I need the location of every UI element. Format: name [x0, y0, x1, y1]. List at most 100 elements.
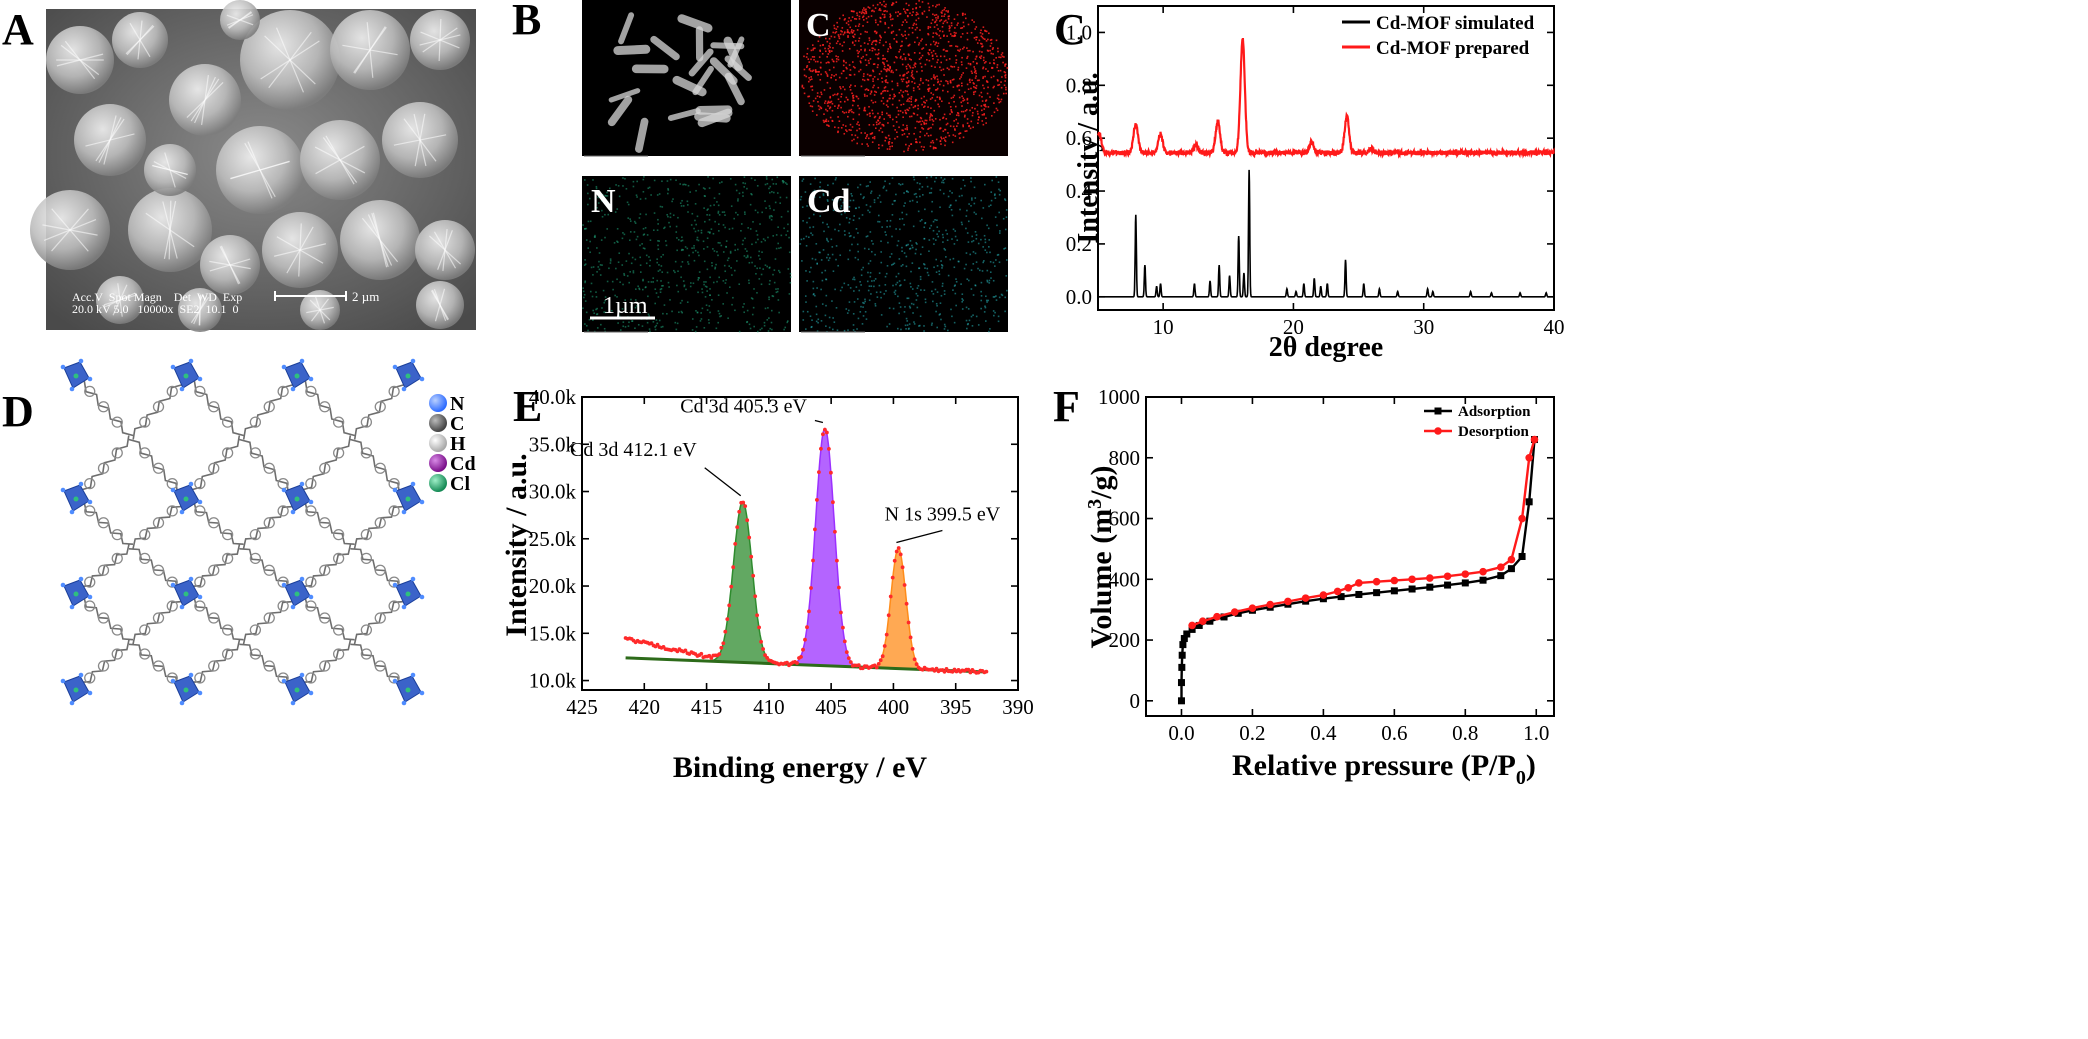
eds-pixel [898, 302, 901, 304]
eds-pixel [819, 181, 822, 184]
eds-pixel [760, 283, 763, 286]
eds-pixel [940, 80, 942, 83]
eds-pixel [802, 310, 805, 313]
eds-pixel [857, 40, 860, 42]
eds-pixel [934, 20, 937, 23]
eds-pixel [848, 232, 851, 234]
eds-pixel [983, 113, 985, 116]
raw-data-point [743, 504, 748, 508]
raw-data-point [759, 639, 763, 644]
eds-pixel [998, 101, 1001, 104]
eds-pixel [933, 109, 936, 112]
eds-pixel [743, 186, 746, 188]
eds-pixel [998, 211, 1000, 214]
eds-pixel [914, 105, 917, 107]
eds-pixel [868, 124, 871, 126]
eds-pixel [854, 33, 856, 36]
eds-pixel [629, 239, 631, 242]
eds-pixel [812, 280, 815, 283]
eds-pixel [955, 59, 958, 61]
eds-pixel [583, 293, 586, 296]
eds-pixel [837, 92, 839, 95]
eds-pixel [736, 260, 738, 262]
eds-pixel [890, 18, 892, 21]
eds-pixel [1006, 67, 1009, 69]
eds-pixel [837, 229, 840, 232]
eds-pixel [877, 214, 880, 217]
eds-pixel [693, 259, 696, 262]
eds-pixel [596, 271, 598, 273]
sem-flake-edge [103, 115, 117, 165]
raw-data-point [737, 509, 742, 514]
phenyl-ring [263, 612, 275, 624]
eds-pixel [937, 28, 939, 30]
eds-pixel [919, 6, 921, 8]
phenyl-ring [388, 385, 400, 398]
eds-pixel [895, 228, 897, 230]
eds-pixel [969, 109, 971, 112]
eds-pixel [827, 253, 830, 256]
eds-pixel [905, 317, 908, 320]
eds-pixel [685, 183, 687, 186]
eds-pixel [854, 256, 857, 259]
eds-pixel [826, 124, 828, 126]
eds-pixel [995, 107, 998, 110]
eds-pixel [895, 11, 897, 14]
eds-pixel [604, 236, 606, 239]
eds-pixel [972, 60, 975, 63]
eds-pixel [622, 185, 624, 187]
eds-pixel [870, 91, 873, 94]
eds-pixel [716, 280, 718, 283]
eds-pixel [882, 125, 885, 127]
eds-pixel [619, 281, 621, 283]
eds-pixel [924, 208, 926, 211]
eds-pixel [583, 264, 586, 266]
eds-pixel [853, 138, 855, 141]
eds-pixel [899, 110, 902, 112]
phenyl-ring [332, 416, 345, 428]
eds-pixel [683, 183, 686, 186]
eds-pixel [877, 86, 880, 89]
eds-pixel [913, 64, 916, 66]
eds-pixel [851, 134, 853, 136]
eds-pixel [883, 185, 885, 188]
organic-linker [73, 377, 134, 437]
eds-pixel [946, 233, 949, 235]
eds-pixel [891, 145, 894, 148]
eds-pixel [982, 66, 985, 69]
eds-pixel [832, 182, 834, 185]
eds-pixel [587, 220, 590, 223]
eds-pixel [810, 76, 812, 78]
eds-pixel [873, 76, 876, 78]
eds-pixel [846, 29, 849, 31]
eds-pixel [756, 292, 758, 294]
eds-pixel [658, 240, 660, 242]
eds-pixel [943, 247, 946, 250]
eds-scale-label: 1µm [603, 293, 648, 319]
eds-pixel [742, 195, 744, 197]
eds-pixel [862, 301, 864, 304]
phenyl-ring [166, 600, 178, 612]
raw-data-point [815, 498, 819, 502]
eds-pixel [902, 111, 904, 114]
eds-pixel [930, 78, 933, 80]
eds-pixel [587, 329, 589, 332]
eds-pixel [711, 262, 713, 264]
eds-pixel [851, 111, 853, 113]
eds-pixel [598, 268, 601, 271]
eds-pixel [703, 281, 705, 283]
raw-data-point [733, 542, 738, 546]
eds-pixel [846, 98, 849, 101]
panel-letter-b: B [512, 0, 541, 44]
eds-pixel [870, 132, 873, 135]
eds-pixel [779, 271, 781, 274]
n-atom [299, 576, 305, 582]
raw-data-point [888, 594, 893, 599]
eds-pixel [981, 109, 983, 112]
eds-pixel [889, 16, 892, 18]
eds-se-flake [724, 72, 745, 106]
eds-pixel [962, 136, 965, 139]
eds-pixel [883, 5, 886, 7]
eds-pixel [899, 218, 901, 220]
eds-pixel [947, 195, 950, 198]
